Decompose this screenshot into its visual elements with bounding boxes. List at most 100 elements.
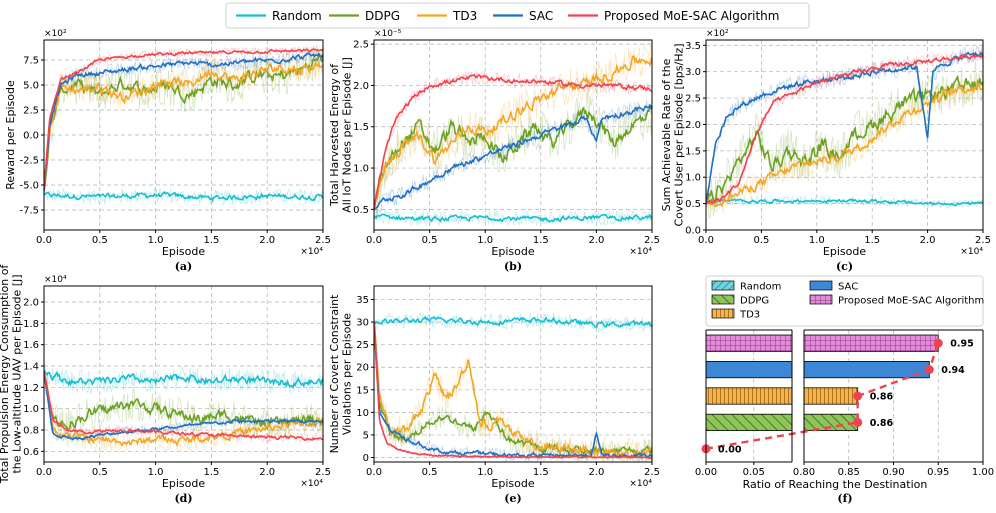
x-tick-label: 0.5 <box>422 235 438 246</box>
y-tick-label: 15 <box>356 385 369 396</box>
x-axis-label: Episode <box>491 245 534 258</box>
series-shadow-sac <box>44 48 323 189</box>
x-tick-label: 0.05 <box>743 467 765 478</box>
plot-frame <box>373 39 653 231</box>
bar-legend-swatch <box>809 294 833 305</box>
bar-value-label: 0.94 <box>941 365 965 376</box>
y-tick-label: 35 <box>356 295 369 306</box>
legend-label-sac: SAC <box>529 9 553 23</box>
y-tick-label: 0 <box>363 453 369 464</box>
y-tick-label: 0.5 <box>685 199 701 210</box>
legend-entry-ddpg: DDPG <box>329 9 400 23</box>
series-line-proposed-moe-sac-algorithm <box>706 53 983 205</box>
series-line-random <box>44 369 323 389</box>
bar-legend-label: TD3 <box>739 310 760 321</box>
series-shadow-td3 <box>706 71 983 214</box>
x-scale-label: ×10⁴ <box>300 247 323 257</box>
bar-legend-label: SAC <box>838 282 858 293</box>
bar-legend-label: Proposed MoE-SAC Algorithm <box>838 296 984 307</box>
y-tick-label: 1.2 <box>23 383 39 394</box>
trend-point <box>853 391 863 401</box>
x-tick-label: 2.0 <box>259 467 275 478</box>
legend-entry-sac: SAC <box>493 9 553 23</box>
x-tick-label: 2.0 <box>588 467 604 478</box>
chart-panel-c: 0.0 0.5 1.0 1.5 2.0 2.5 3.0 3.5 0.0 0.5 1.0 1.5 2.0 2… <box>660 29 991 273</box>
bar-sac <box>803 361 930 379</box>
x-tick-label: 0.0 <box>698 235 714 246</box>
chart-panel-a: -7.5 -5.0 -2.5 0.0 2.5 5.0 7.5 0.0 0.5 1.0 1.5 2.0 2… <box>4 29 331 273</box>
x-scale-label: ×10⁴ <box>960 247 983 257</box>
panel-caption: (b) <box>504 260 522 273</box>
x-tick-label: 0.85 <box>838 467 860 478</box>
bar-value-label: 0.00 <box>718 444 742 455</box>
plot-frame <box>43 285 324 463</box>
series-line-proposed-moe-sac-algorithm <box>44 371 323 442</box>
bar-legend: Random DDPG TD3 SAC Proposed MoE-SAC Algorit… <box>705 275 984 327</box>
series-line-ddpg <box>44 372 323 431</box>
y-tick-label: 3.0 <box>685 67 701 78</box>
series-line-td3 <box>374 54 652 212</box>
bar-ddpg-left <box>705 413 793 431</box>
series-shadow-random <box>374 311 652 334</box>
bar-value-label: 0.86 <box>870 392 894 403</box>
bar-legend-label: DDPG <box>740 296 769 307</box>
y-axis-label: Total Propulsion Energy Consumption ofth… <box>0 264 24 485</box>
y-scale-label: ×10² <box>44 29 67 39</box>
y-tick-label: 2.0 <box>353 81 369 92</box>
bar-legend-swatch <box>711 280 735 291</box>
y-tick-label: 2.5 <box>685 94 701 105</box>
x-tick-label: 1.5 <box>203 235 219 246</box>
legend-label-random: Random <box>272 9 322 23</box>
y-tick-label: 5.0 <box>23 81 39 92</box>
series-line-random <box>374 213 652 223</box>
series-line-proposed-moe-sac-algorithm <box>374 73 652 209</box>
y-tick-label: 3.5 <box>685 41 701 52</box>
x-tick-label: 2.0 <box>920 235 936 246</box>
x-scale-label: ×10⁴ <box>300 479 323 489</box>
panel-caption: (f) <box>837 492 852 505</box>
bar-legend-swatch <box>809 280 833 291</box>
series-shadow-ddpg <box>706 61 983 219</box>
x-scale-label: ×10⁴ <box>629 247 652 257</box>
x-tick-label: 0.95 <box>927 467 949 478</box>
x-tick-label: 2.0 <box>259 235 275 246</box>
y-axis-label: Reward per Episode <box>4 80 17 190</box>
x-tick-label: 0.00 <box>695 467 717 478</box>
x-tick-label: 0.0 <box>36 467 52 478</box>
x-axis-label: Episode <box>491 477 534 490</box>
series-line-sac <box>706 51 983 205</box>
legend-label-ddpg: DDPG <box>365 9 400 23</box>
y-scale-label: ×10² <box>706 29 729 39</box>
y-tick-label: 1.4 <box>23 362 39 373</box>
y-axis-label: Total Harvested Energy ofAll IoT Nodes p… <box>328 57 354 213</box>
y-axis-label: Sum Achievable Rate of theCovert User pe… <box>660 43 686 226</box>
bar-legend-swatch <box>711 308 735 319</box>
series-line-sac <box>44 51 323 192</box>
y-tick-label: 0.5 <box>353 205 369 216</box>
y-tick-label: -5.0 <box>19 181 39 192</box>
y-tick-label: 7.5 <box>23 56 39 67</box>
x-axis-label: Ratio of Reaching the Destination <box>743 478 928 491</box>
panel-caption: (c) <box>836 260 853 273</box>
x-tick-label: 2.5 <box>315 235 331 246</box>
series-shadow-proposed-moe-sac-algorithm <box>706 49 983 207</box>
series-line-td3 <box>706 82 983 208</box>
y-tick-label: 0.6 <box>23 447 39 458</box>
x-tick-label: 1.0 <box>148 235 164 246</box>
series-line-td3 <box>44 60 323 188</box>
x-tick-label: 0.5 <box>422 467 438 478</box>
y-tick-label: 1.0 <box>353 164 369 175</box>
legend-entry-moe-sac: Proposed MoE-SAC Algorithm <box>568 9 779 23</box>
chart-panel-d: 0.6 0.8 1.0 1.2 1.4 1.6 1.8 2.0 0.0 0.5 1.0 1.5 2.0 2… <box>0 264 331 505</box>
chart-panel-e: 0 5 10 15 20 25 30 35 0.0 0.5 1.0 1.5 2.0 2.5×10⁴ Epis… <box>328 285 660 505</box>
x-tick-label: 0.80 <box>793 467 815 478</box>
bar-legend-swatch <box>711 294 735 305</box>
y-tick-label: 0.0 <box>685 226 701 237</box>
x-tick-label: 0.0 <box>366 467 382 478</box>
bar-value-label: 0.95 <box>950 339 973 350</box>
series-line-random <box>44 191 323 203</box>
y-tick-label: 25 <box>356 340 369 351</box>
series-shadow-td3 <box>44 50 323 194</box>
x-tick-label: 1.0 <box>477 235 493 246</box>
x-tick-label: 1.0 <box>148 467 164 478</box>
